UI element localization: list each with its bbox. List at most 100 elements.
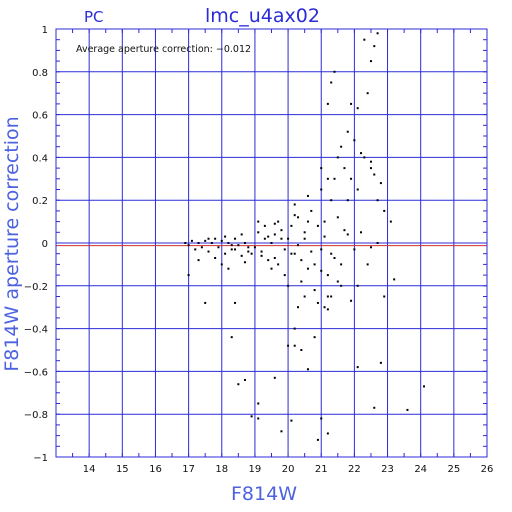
data-point [379,182,382,185]
data-point [273,256,276,259]
data-point [204,239,207,242]
data-point [423,385,426,388]
x-tick-label: 21 [315,464,328,475]
data-point [306,368,309,371]
data-point [356,284,359,287]
data-point [369,160,372,163]
data-point [310,250,313,253]
data-point [313,289,316,292]
data-point [350,102,353,105]
data-point [280,237,283,240]
data-point [360,152,363,155]
data-point [306,220,309,223]
data-point [227,242,230,244]
x-tick-label: 24 [414,464,427,475]
data-point [356,366,359,369]
data-point [250,415,253,418]
data-point [313,336,316,339]
data-point [243,378,246,381]
data-point [230,244,233,247]
data-point [230,248,233,251]
data-point [336,216,339,219]
data-point [363,38,366,41]
data-point [373,173,376,176]
instrument-label: PC [84,8,104,26]
x-tick-label: 15 [116,464,129,475]
data-point [290,419,293,422]
data-point [280,430,283,433]
data-point [273,233,276,236]
data-point [320,188,323,191]
data-point [326,102,329,105]
data-point [326,308,329,311]
data-point [363,156,366,159]
data-point [220,239,223,242]
data-point [373,45,376,48]
data-point [310,209,313,212]
data-point [273,222,276,225]
data-point [204,301,207,304]
chart-title: lmc_u4ax02 [205,5,320,27]
data-point [369,246,372,249]
data-point [333,256,336,259]
data-point [184,242,187,244]
data-point [350,177,353,180]
data-point [293,203,296,206]
x-tick-label: 23 [381,464,394,475]
data-point [263,224,266,227]
data-point [376,242,379,244]
data-point [224,252,227,255]
data-point [214,256,217,259]
data-point [379,361,382,364]
data-point [346,130,349,133]
data-point [280,229,283,232]
data-point [293,327,296,330]
y-tick-label: −0.8 [24,410,48,421]
data-point [376,199,379,202]
y-tick-label: −1 [33,453,48,464]
data-point [369,60,372,63]
data-point [366,92,369,95]
data-point [320,269,323,272]
data-point [234,237,237,240]
data-point [350,299,353,302]
data-point [227,267,230,270]
data-point [237,244,240,247]
x-tick-label: 20 [282,464,295,475]
data-point [253,246,256,249]
x-tick-label: 26 [481,464,494,475]
data-point [346,233,349,236]
data-point [326,274,329,277]
data-point [257,402,260,405]
data-point [297,306,300,309]
data-point [270,267,273,270]
axis-ticks: 14 15 16 17 18 19 20 21 22 23 24 25 26 1 0.8 0.6 0.4 0.2 0… [24,25,494,475]
data-point [273,376,276,379]
data-point [360,231,363,234]
data-point [300,349,303,351]
data-point [217,246,220,249]
data-points [184,32,426,441]
data-point [260,250,263,253]
data-point [207,250,210,253]
data-point [323,235,326,238]
y-tick-label: 0.8 [32,68,48,79]
data-point [389,220,392,223]
data-point [287,284,290,287]
data-point [330,295,333,298]
data-point [260,254,263,257]
data-point [283,248,286,251]
x-tick-label: 18 [215,464,228,475]
data-point [207,237,210,240]
x-tick-label: 17 [182,464,195,475]
data-point [230,336,233,339]
data-point [263,237,266,240]
data-point [267,259,270,262]
y-tick-label: −0.6 [24,367,48,378]
data-point [224,235,227,238]
data-point [197,242,200,244]
data-point [290,252,293,255]
data-point [190,239,193,242]
data-point [303,237,306,240]
